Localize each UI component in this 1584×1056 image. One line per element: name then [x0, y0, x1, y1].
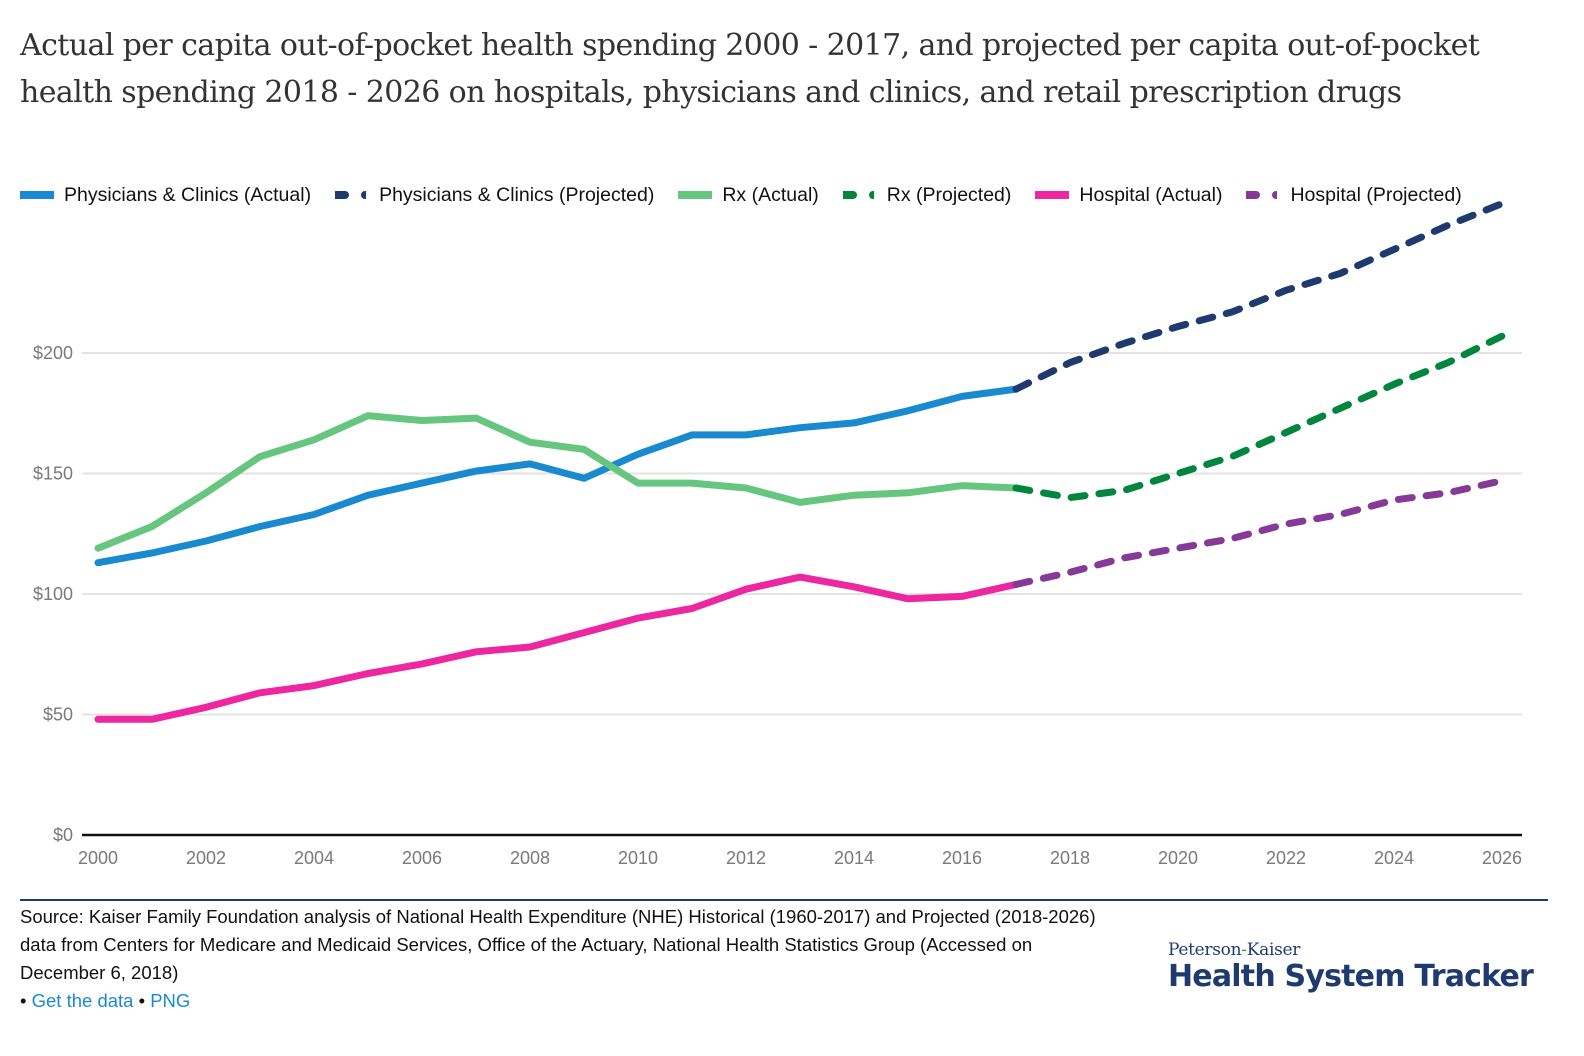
series-line-physicians-clinics-actual [94, 385, 1020, 567]
brand-logo: Peterson-Kaiser Health System Tracker [1168, 940, 1534, 994]
x-tick-label: 2008 [510, 848, 550, 868]
x-tick-label: 2016 [942, 848, 982, 868]
brand-subtitle: Peterson-Kaiser [1168, 940, 1533, 960]
x-tick-label: 2004 [294, 848, 334, 868]
y-axis-labels: $0 $50 $100 $150 $200 [33, 343, 73, 845]
legend-label: Physicians & Clinics (Actual) [64, 183, 312, 206]
x-tick-label: 2012 [726, 848, 766, 868]
x-axis-labels: 2000 2002 2004 2006 2008 2010 2012 2014 2016 2018… [78, 848, 1522, 868]
gridlines [82, 352, 1522, 716]
legend-swatch-dashed-icon [335, 191, 369, 199]
legend-item-hospital-projected[interactable]: Hospital (Projected) [1246, 183, 1462, 207]
brand-word: Kaiser [1246, 940, 1301, 960]
get-the-data-link[interactable]: Get the data [31, 990, 134, 1011]
source-text: Source: Kaiser Family Foundation analysi… [20, 906, 1096, 983]
series-line-hospital-projected [1012, 477, 1506, 588]
legend: Physicians & Clinics (Actual) Physicians… [20, 183, 1500, 207]
x-tick-label: 2000 [78, 848, 118, 868]
bullet: • [138, 990, 146, 1011]
bullet: • [20, 990, 27, 1011]
x-tick-label: 2010 [618, 848, 658, 868]
chart-title: Actual per capita out-of-pocket health s… [20, 28, 1480, 110]
legend-swatch-solid-icon [1035, 191, 1070, 199]
legend-swatch-solid-icon [678, 191, 713, 199]
x-tick-label: 2020 [1158, 848, 1198, 868]
x-tick-label: 2014 [834, 848, 874, 868]
legend-swatch-dashed-icon [842, 191, 877, 199]
legend-label: Rx (Actual) [722, 183, 819, 206]
brand-word: Peterson [1168, 940, 1242, 960]
legend-label: Rx (Projected) [886, 183, 1012, 206]
line-chart: $0$50$100$150$200 2000 2002 2004 2006 2008 20… [33, 200, 1522, 868]
legend-item-rx-projected[interactable]: Rx (Projected) [842, 183, 1012, 207]
source-note: Source: Kaiser Family Foundation analysi… [20, 903, 1100, 1015]
legend-item-hospital-actual[interactable]: Hospital (Actual) [1035, 183, 1222, 207]
legend-item-physicians-actual[interactable]: Physicians & Clinics (Actual) [20, 183, 311, 207]
y-tick-label: $150 [33, 464, 73, 484]
series-line-rx-projected [1012, 332, 1506, 502]
y-tick-label: $0 [53, 825, 73, 845]
legend-swatch-solid-icon [20, 191, 54, 199]
legend-label: Hospital (Actual) [1079, 183, 1223, 206]
brand-dash: - [1241, 940, 1247, 960]
x-tick-label: 2026 [1482, 848, 1522, 868]
y-tick-label: $100 [33, 584, 73, 604]
legend-label: Physicians & Clinics (Projected) [379, 183, 655, 206]
x-tick-label: 2022 [1266, 848, 1306, 868]
png-link[interactable]: PNG [150, 990, 191, 1011]
series-line-rx-actual [94, 412, 1020, 552]
footer-links: • Get the data • PNG [20, 987, 1100, 1015]
y-tick-label: $50 [43, 705, 73, 725]
x-tick-label: 2006 [402, 848, 442, 868]
series-line-physicians-clinics-projected [1012, 200, 1506, 393]
x-tick-label: 2002 [186, 848, 226, 868]
y-tick-label: $200 [33, 343, 73, 363]
x-tick-label: 2018 [1050, 848, 1090, 868]
legend-label: Hospital (Projected) [1290, 183, 1462, 206]
footer-divider [20, 899, 1548, 901]
x-tick-label: 2024 [1374, 848, 1414, 868]
series-line-hospital-actual [94, 573, 1020, 723]
legend-item-physicians-projected[interactable]: Physicians & Clinics (Projected) [335, 183, 654, 207]
legend-item-rx-actual[interactable]: Rx (Actual) [678, 183, 819, 207]
legend-swatch-dashed-icon [1246, 191, 1280, 199]
series-lines [94, 200, 1506, 723]
brand-title: Health System Tracker [1168, 959, 1534, 994]
